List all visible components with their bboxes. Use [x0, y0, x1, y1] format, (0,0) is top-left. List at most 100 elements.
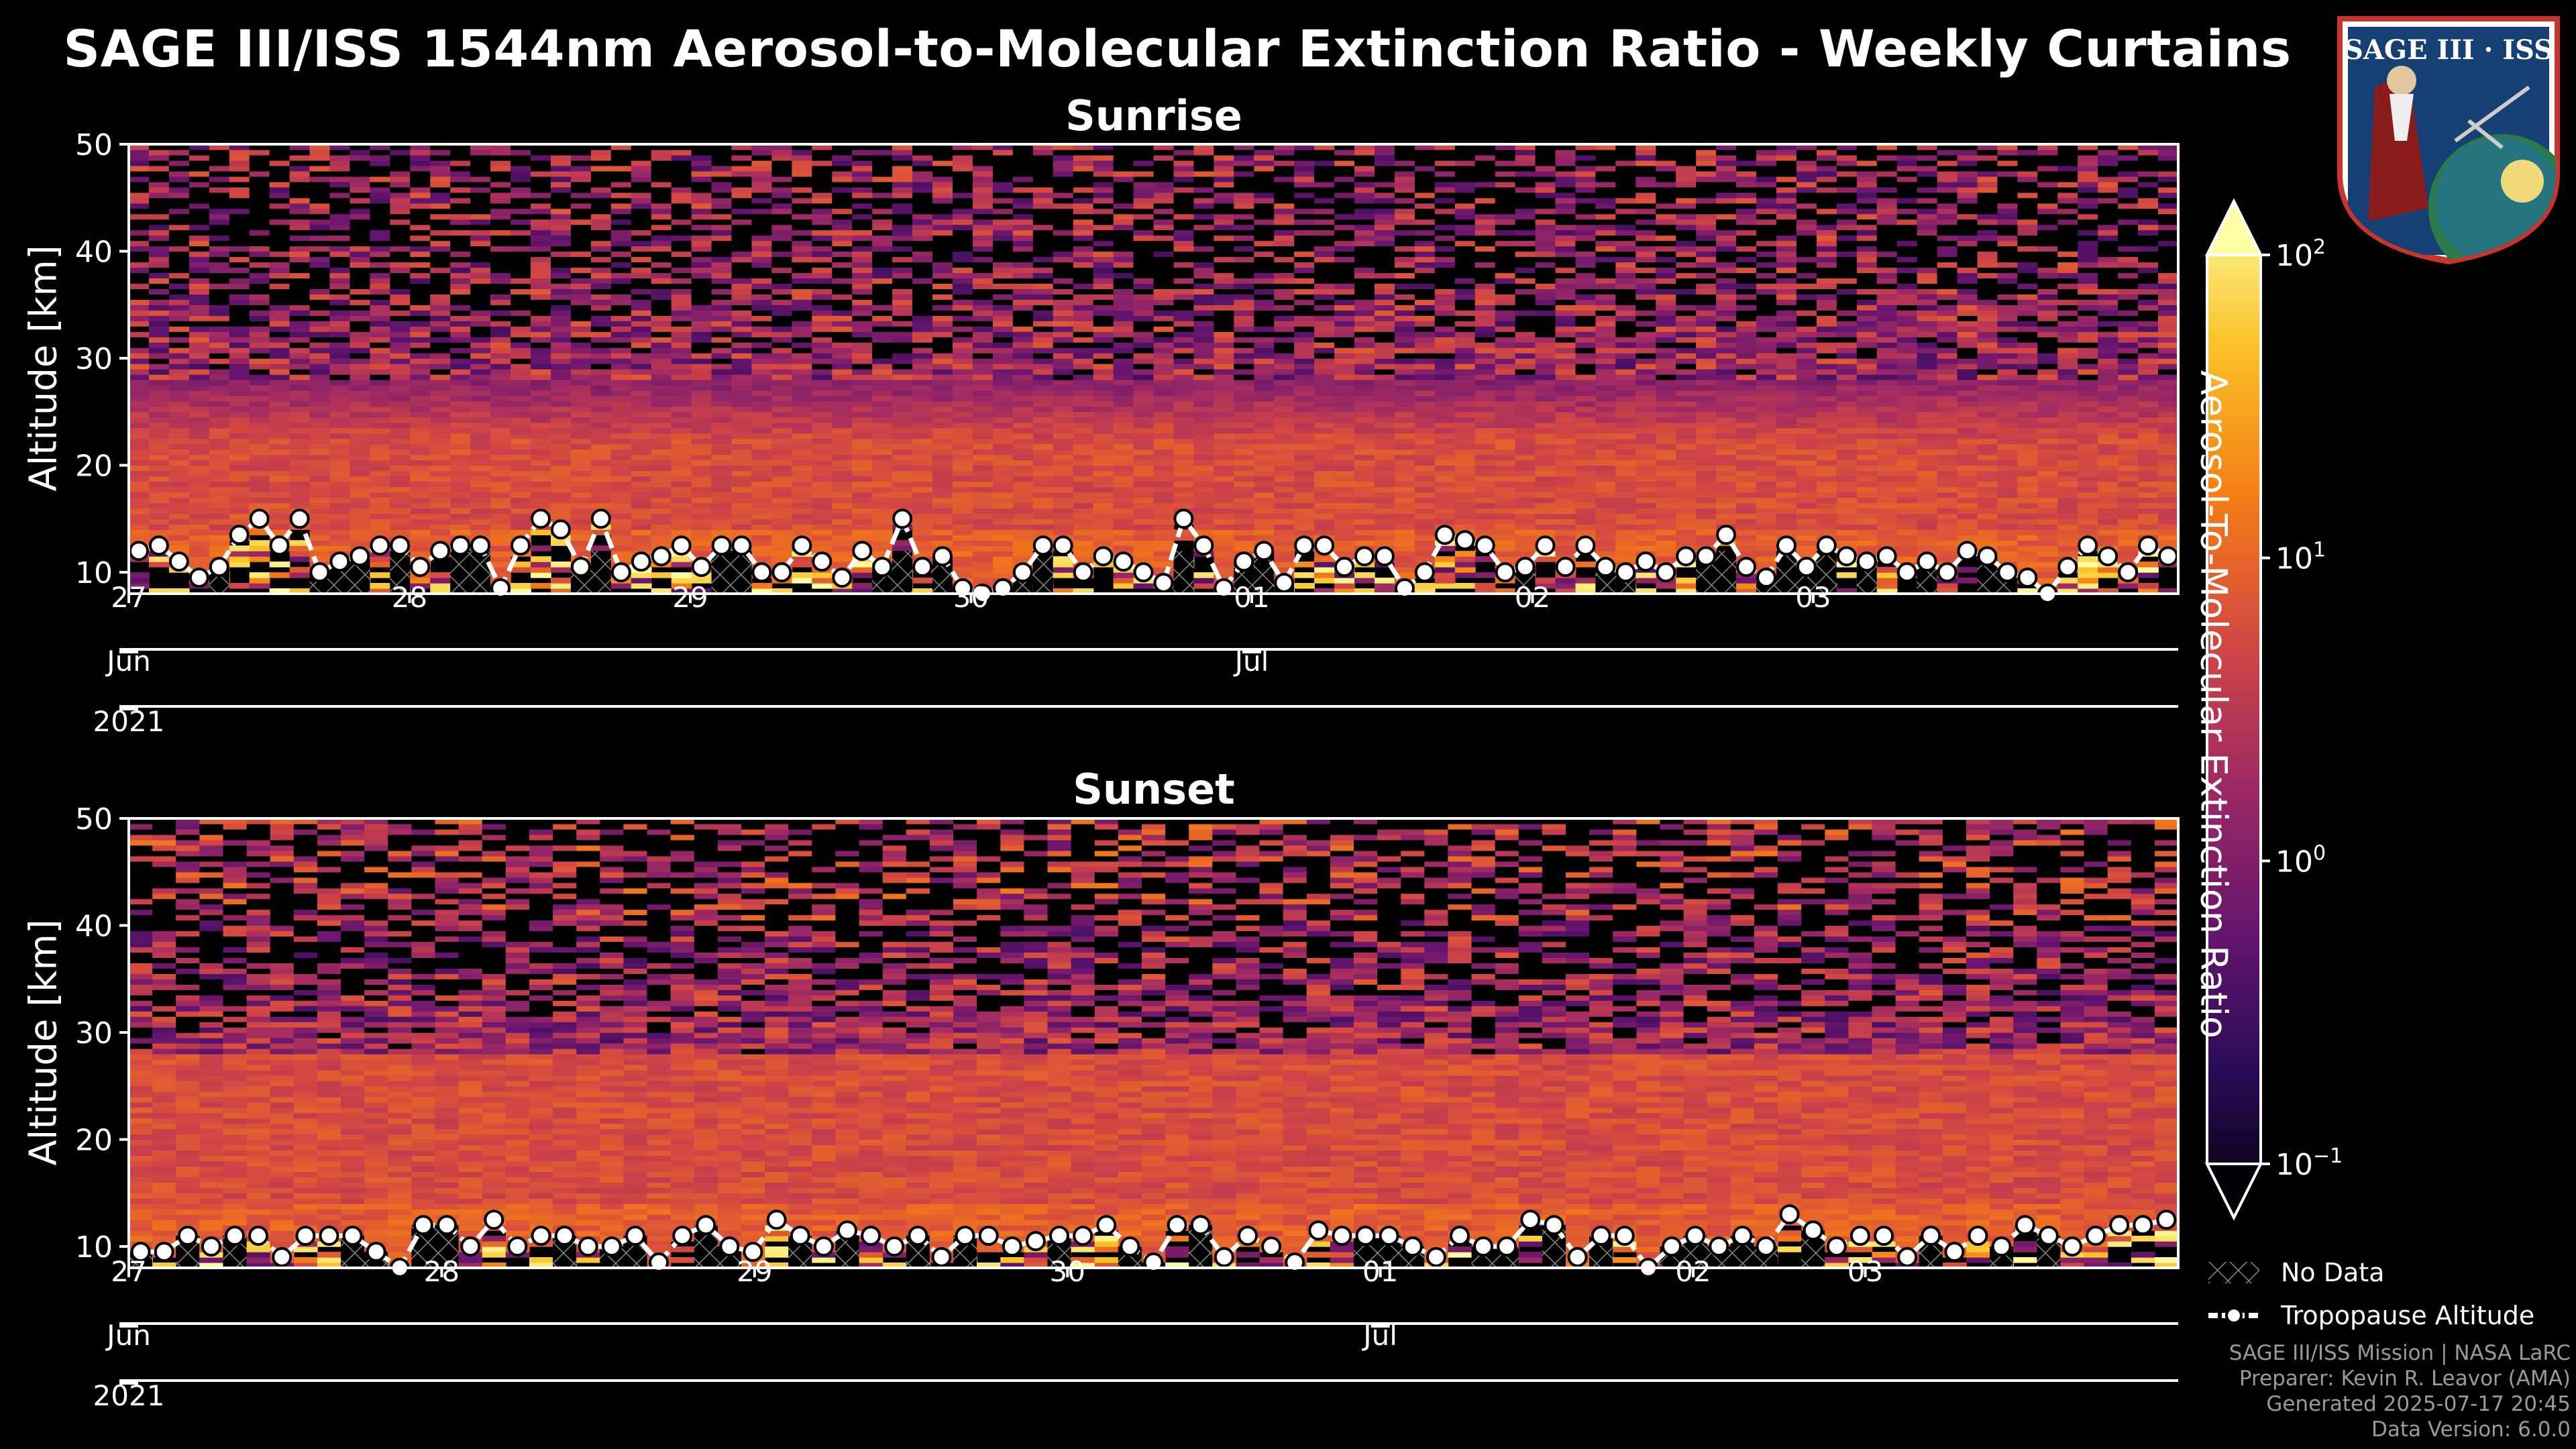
heatmap-cell	[852, 229, 873, 236]
heatmap-cell	[189, 150, 210, 156]
heatmap-cell	[1053, 315, 1074, 321]
heatmap-cell	[852, 492, 873, 498]
heatmap-cell	[249, 449, 270, 455]
heatmap-cell	[551, 315, 572, 321]
heatmap-cell	[711, 347, 733, 354]
heatmap-cell	[691, 438, 712, 445]
heatmap-cell	[1254, 224, 1275, 231]
heatmap-cell	[490, 358, 511, 364]
heatmap-cell	[1032, 347, 1054, 354]
heatmap-cell	[771, 337, 793, 343]
heatmap-cell	[1314, 310, 1335, 316]
heatmap-cell	[792, 476, 813, 482]
heatmap-cell	[691, 315, 712, 321]
heatmap-cell	[711, 219, 733, 225]
heatmap-cell	[1113, 524, 1134, 530]
heatmap-cell	[992, 572, 1014, 578]
heatmap-cell	[570, 465, 592, 472]
heatmap-cell	[209, 535, 230, 541]
heatmap-cell	[350, 449, 371, 455]
heatmap-cell	[470, 192, 491, 199]
heatmap-cell	[832, 454, 853, 461]
heatmap-cell	[309, 197, 331, 204]
heatmap-cell	[1274, 535, 1295, 541]
heatmap-cell	[329, 299, 351, 305]
heatmap-cell	[390, 513, 411, 519]
heatmap-cell	[610, 192, 632, 199]
heatmap-cell	[1294, 197, 1315, 204]
heatmap-cell	[992, 219, 1014, 225]
heatmap-cell	[912, 513, 933, 519]
heatmap-cell	[832, 305, 853, 311]
heatmap-cell	[149, 384, 170, 391]
heatmap-cell	[269, 246, 290, 252]
heatmap-cell	[129, 315, 150, 321]
heatmap-cell	[1073, 256, 1094, 263]
heatmap-cell	[1314, 417, 1335, 423]
heatmap-cell	[953, 406, 973, 413]
heatmap-cell	[249, 294, 270, 300]
heatmap-cell	[1053, 470, 1074, 477]
heatmap-cell	[1294, 315, 1315, 321]
heatmap-cell	[570, 492, 592, 498]
heatmap-cell	[1234, 358, 1255, 364]
heatmap-cell	[1173, 203, 1195, 209]
heatmap-cell	[832, 443, 853, 450]
heatmap-cell	[1314, 395, 1335, 402]
heatmap-cell	[309, 395, 331, 402]
heatmap-cell	[249, 551, 270, 557]
heatmap-cell	[912, 384, 933, 391]
heatmap-cell	[1113, 476, 1134, 482]
heatmap-cell	[1334, 422, 1355, 429]
heatmap-cell	[972, 390, 994, 396]
heatmap-cell	[953, 267, 973, 274]
heatmap-cell	[249, 545, 270, 551]
heatmap-cell	[691, 476, 712, 482]
heatmap-cell	[570, 181, 592, 188]
heatmap-cell	[410, 384, 431, 391]
heatmap-cell	[1193, 262, 1215, 268]
heatmap-cell	[610, 272, 632, 278]
heatmap-cell	[1153, 305, 1175, 311]
heatmap-cell	[792, 460, 813, 466]
heatmap-cell	[771, 406, 793, 413]
heatmap-cell	[511, 513, 531, 519]
heatmap-cell	[892, 288, 913, 294]
heatmap-cell	[370, 288, 391, 294]
heatmap-cell	[531, 278, 551, 284]
heatmap-cell	[450, 358, 471, 364]
heatmap-cell	[610, 406, 632, 413]
heatmap-cell	[410, 583, 431, 589]
heatmap-cell	[972, 224, 994, 231]
heatmap-cell	[370, 422, 391, 429]
heatmap-cell	[511, 588, 531, 594]
heatmap-cell	[1093, 449, 1114, 455]
heatmap-cell	[531, 310, 551, 316]
heatmap-cell	[511, 267, 531, 274]
heatmap-cell	[691, 299, 712, 305]
heatmap-cell	[289, 283, 311, 289]
heatmap-cell	[1234, 524, 1255, 530]
heatmap-cell	[1032, 262, 1054, 268]
heatmap-cell	[892, 170, 913, 177]
heatmap-cell	[370, 240, 391, 247]
heatmap-cell	[1113, 380, 1134, 386]
heatmap-cell	[168, 186, 190, 193]
heatmap-cell	[651, 331, 672, 337]
heatmap-cell	[812, 347, 833, 354]
heatmap-cell	[631, 331, 652, 337]
heatmap-cell	[1314, 411, 1335, 418]
heatmap-cell	[631, 519, 652, 525]
heatmap-cell	[872, 380, 893, 386]
heatmap-cell	[551, 497, 572, 503]
heatmap-cell	[269, 305, 290, 311]
heatmap-cell	[1314, 358, 1335, 364]
heatmap-cell	[1012, 262, 1034, 268]
heatmap-cell	[129, 272, 150, 278]
heatmap-cell	[450, 170, 471, 177]
heatmap-cell	[570, 422, 592, 429]
heatmap-cell	[651, 508, 672, 514]
heatmap-cell	[309, 492, 331, 498]
heatmap-cell	[912, 502, 933, 508]
heatmap-cell	[450, 524, 471, 530]
